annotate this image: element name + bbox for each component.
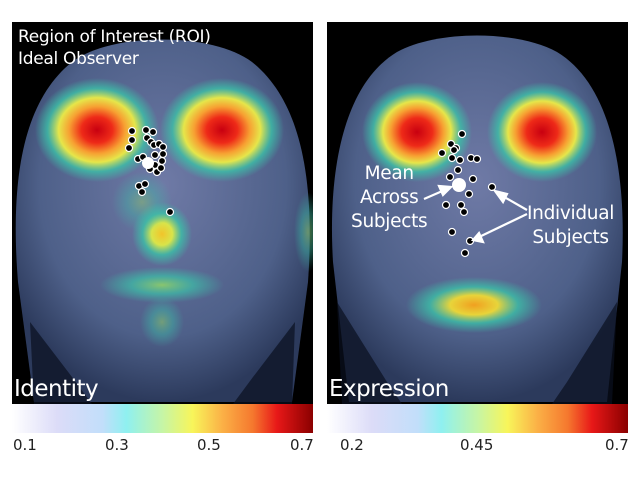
annot-mean-line2: Across: [359, 187, 419, 208]
panel-label-identity: Identity: [14, 376, 99, 402]
left-eye-hotspot: [362, 82, 472, 182]
left-eye-hotspot: [35, 78, 159, 182]
annot-individual-line1: Individual: [527, 203, 615, 224]
colorbar-tick: 0.1: [13, 436, 37, 454]
chart-title: Region of Interest (ROI) Ideal Observer: [18, 26, 211, 70]
annot-individual-line2: Subjects: [532, 227, 609, 248]
identity-colorbar: [12, 404, 313, 433]
colorbar-tick: 0.5: [197, 436, 221, 454]
annotation-mean-across-subjects: Mean Across Subjects: [351, 162, 428, 234]
annot-mean-line1: Mean: [364, 163, 415, 184]
panel-label-expression: Expression: [329, 376, 449, 402]
colorbar-tick: 0.2: [340, 436, 364, 454]
individual-subject-points: [437, 129, 497, 258]
identity-heatmap-panel: Region of Interest (ROI) Ideal Observer …: [12, 22, 313, 404]
colorbar-tick: 0.45: [460, 436, 494, 454]
annot-mean-line3: Subjects: [351, 211, 428, 232]
mouth-region: [100, 267, 224, 303]
title-line-roi: Region of Interest (ROI): [18, 27, 211, 47]
individual-subject-points: [124, 125, 175, 217]
title-line-ideal-observer: Ideal Observer: [18, 49, 139, 69]
annotation-arrows: [423, 184, 528, 244]
colorbar-tick: 0.7: [290, 436, 314, 454]
right-eye-hotspot: [487, 82, 597, 182]
expression-colorbar: [327, 404, 628, 433]
annotation-individual-subjects: Individual Subjects: [527, 202, 614, 250]
mean-across-subjects-point: [452, 178, 466, 192]
colorbar-tick: 0.3: [105, 436, 129, 454]
mouth-hotspot: [406, 277, 542, 333]
colorbar-tick: 0.7: [605, 436, 629, 454]
expression-heatmap-panel: Mean Across Subjects Individual Subjects…: [327, 22, 628, 404]
right-eye-hotspot: [160, 78, 284, 182]
colorbar-gradient: [327, 404, 628, 433]
identity-face-heatmap: [15, 39, 313, 404]
colorbar-gradient: [12, 404, 313, 433]
mean-across-subjects-point: [142, 157, 154, 169]
expression-face-heatmap: [331, 35, 623, 404]
